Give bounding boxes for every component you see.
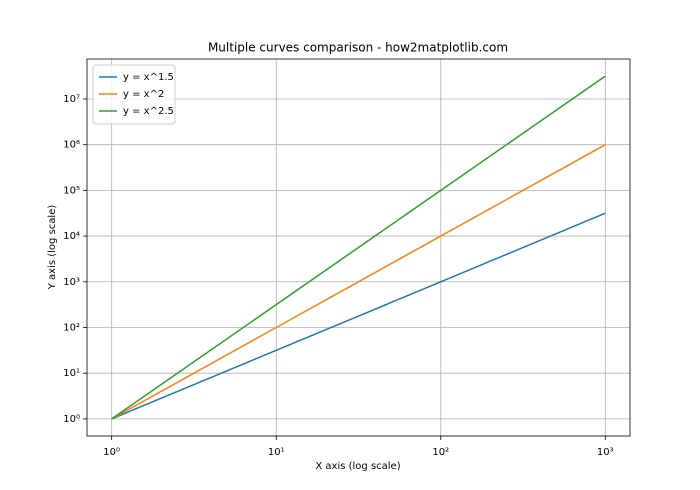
legend-label: y = x^1.5	[123, 72, 174, 83]
x-tick-label: 10²	[432, 447, 449, 458]
y-tick-label: 10²	[63, 322, 80, 333]
series-line	[111, 212, 606, 420]
y-axis-label: Y axis (log scale)	[47, 205, 58, 291]
x-tick-label: 10¹	[268, 447, 285, 458]
chart-title: Multiple curves comparison - how2matplot…	[208, 41, 508, 55]
y-tick-label: 10⁰	[63, 414, 80, 425]
x-axis-label: X axis (log scale)	[315, 461, 400, 472]
legend-label: y = x^2.5	[123, 106, 174, 117]
y-tick-label: 10⁵	[63, 185, 80, 196]
y-tick-label: 10³	[63, 277, 80, 288]
legend-box	[92, 64, 176, 125]
legend-label: y = x^2	[123, 89, 164, 100]
legend: y = x^1.5 y = x^2 y = x^2.5	[92, 64, 176, 125]
y-tick-label: 10⁶	[63, 140, 80, 151]
plot-frame	[86, 58, 631, 437]
x-tick-label: 10⁰	[103, 447, 120, 458]
series-line	[111, 75, 606, 420]
y-tick-label: 10⁴	[63, 231, 80, 242]
y-tick-label: 10⁷	[63, 94, 80, 105]
y-tick-label: 10¹	[63, 368, 80, 379]
series-line	[111, 144, 606, 420]
x-tick-label: 10³	[597, 447, 614, 458]
